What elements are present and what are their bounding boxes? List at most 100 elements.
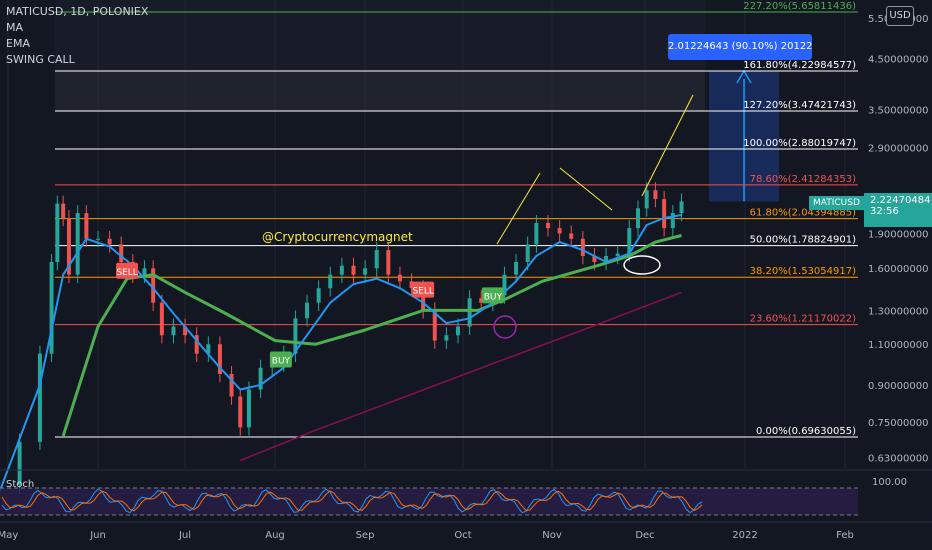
candle-body [604, 255, 609, 262]
fib-zone [55, 71, 705, 111]
time-tick-label: Jun [89, 530, 106, 541]
slow-ma-line [240, 291, 682, 462]
price-tick-label: 2.90000000 [868, 144, 928, 155]
price-axis[interactable]: 5.500000004.500000003.500000002.90000000… [858, 0, 932, 468]
signal-badge [481, 287, 504, 304]
stoch-d-line [1, 490, 703, 512]
indicator-swing-call[interactable]: SWING CALL [6, 53, 75, 66]
time-tick-label: Oct [454, 530, 471, 541]
chart-legend: MATICUSD, 1D, POLONIEX MA EMA SWING CALL [6, 4, 148, 68]
time-tick-label: Sep [356, 530, 375, 541]
stoch-indicator-label[interactable]: Stoch [6, 479, 35, 490]
candle-body [627, 228, 632, 254]
highlight-circle [493, 315, 517, 339]
candle-body [75, 213, 80, 275]
fib-level-label: 23.60%(1.21170022) [750, 314, 856, 325]
stoch-k-line [1, 488, 703, 514]
fib-level-label: 127.20%(3.47421743) [743, 100, 856, 111]
candle-body [546, 222, 550, 229]
candle-body [229, 373, 234, 397]
fib-level-label: 38.20%(1.53054917) [750, 266, 856, 277]
fib-zone-top [55, 0, 705, 72]
candle-body [316, 288, 321, 303]
candle-body [305, 302, 310, 319]
last-price-tag: 2.22470484 32:56 [864, 193, 932, 227]
fib-retracement: 227.20%(5.65811436) 161.80%(4.22984577) 12… [7, 0, 858, 468]
fib-level-label: 100.00%(2.88019747) [743, 138, 856, 149]
candle-body [580, 238, 585, 256]
candle-body [142, 268, 147, 275]
candle-body [217, 344, 222, 374]
price-tick-label: 1.90000000 [868, 229, 928, 240]
candle-body [534, 222, 539, 245]
trend-arrow [496, 172, 541, 245]
candle-body [66, 217, 71, 275]
highlight-ellipse [623, 255, 661, 275]
candle-body [206, 344, 211, 354]
fib-level-label: 61.80%(2.04394885) [750, 208, 856, 219]
stoch-level-label: 100.00 [872, 477, 907, 488]
candle-body [258, 367, 263, 390]
candle-body [183, 326, 188, 336]
price-tick-label: 0.75000000 [868, 418, 928, 429]
indicator-ma[interactable]: MA [6, 21, 24, 34]
candle-body [421, 288, 426, 311]
candle-body [456, 326, 460, 336]
candle-body [238, 396, 243, 428]
candle-body [444, 335, 449, 341]
price-tick-label: 0.90000000 [868, 381, 928, 392]
price-tick-label: 1.30000000 [868, 306, 928, 317]
signal-label: BUY [484, 292, 503, 302]
time-tick-label: Aug [265, 530, 285, 541]
candle-body [17, 441, 22, 485]
time-tick-label: May [0, 530, 18, 541]
signal-badge [412, 281, 435, 298]
indicator-ema[interactable]: EMA [6, 37, 30, 50]
currency-button[interactable]: USD [886, 6, 914, 26]
candle-body [679, 201, 684, 214]
candle-body [151, 268, 156, 303]
fib-level-label: 161.80%(4.22984577) [743, 60, 856, 71]
candle-body [37, 353, 42, 442]
candle-body [467, 298, 472, 327]
candle-body [644, 190, 649, 209]
candle-body [514, 261, 519, 275]
signal-badge [116, 262, 139, 279]
candle-body [409, 281, 414, 289]
candle-body [194, 335, 199, 354]
candle-body [171, 326, 176, 336]
bar-countdown: 32:56 [870, 206, 899, 217]
candle-body [293, 318, 298, 354]
price-tick-label: 3.50000000 [868, 105, 928, 116]
candle-body [351, 265, 356, 275]
price-tick-label: 1.60000000 [868, 264, 928, 275]
ema-line [0, 214, 682, 493]
fib-level-label: 50.00%(1.78824901) [750, 235, 856, 246]
time-tick-label: Dec [635, 530, 654, 541]
time-axis[interactable]: May Jun Jul Aug Sep Oct Nov Dec 2022 Feb [0, 521, 932, 541]
trend-arrow [559, 167, 613, 211]
candle-body [246, 389, 251, 428]
price-axis-bg [858, 0, 932, 468]
signal-badge [269, 351, 292, 368]
watermark-text: @Cryptocurrencymagnet [262, 230, 413, 244]
fib-level-label: 0.00%(0.69630055) [756, 426, 856, 437]
candle-body [96, 238, 100, 240]
candle-body [84, 213, 89, 239]
candle-body [339, 265, 344, 275]
candle-body [502, 274, 507, 296]
symbol-title[interactable]: MATICUSD, 1D, POLONIEX [6, 5, 149, 18]
candle-body [653, 190, 658, 200]
price-tick-label: 1.10000000 [868, 340, 928, 351]
candle-body [569, 233, 574, 239]
candle-body [374, 250, 379, 269]
signal-label: SELL [116, 268, 137, 278]
time-tick-label: Jul [178, 530, 191, 541]
candle-body [328, 274, 333, 289]
candle-body [55, 203, 60, 262]
ma-line [61, 234, 682, 437]
time-tick-label: Nov [542, 530, 562, 541]
candle-body [662, 199, 667, 229]
symbol-price-tag: MATICUSD [809, 196, 864, 210]
